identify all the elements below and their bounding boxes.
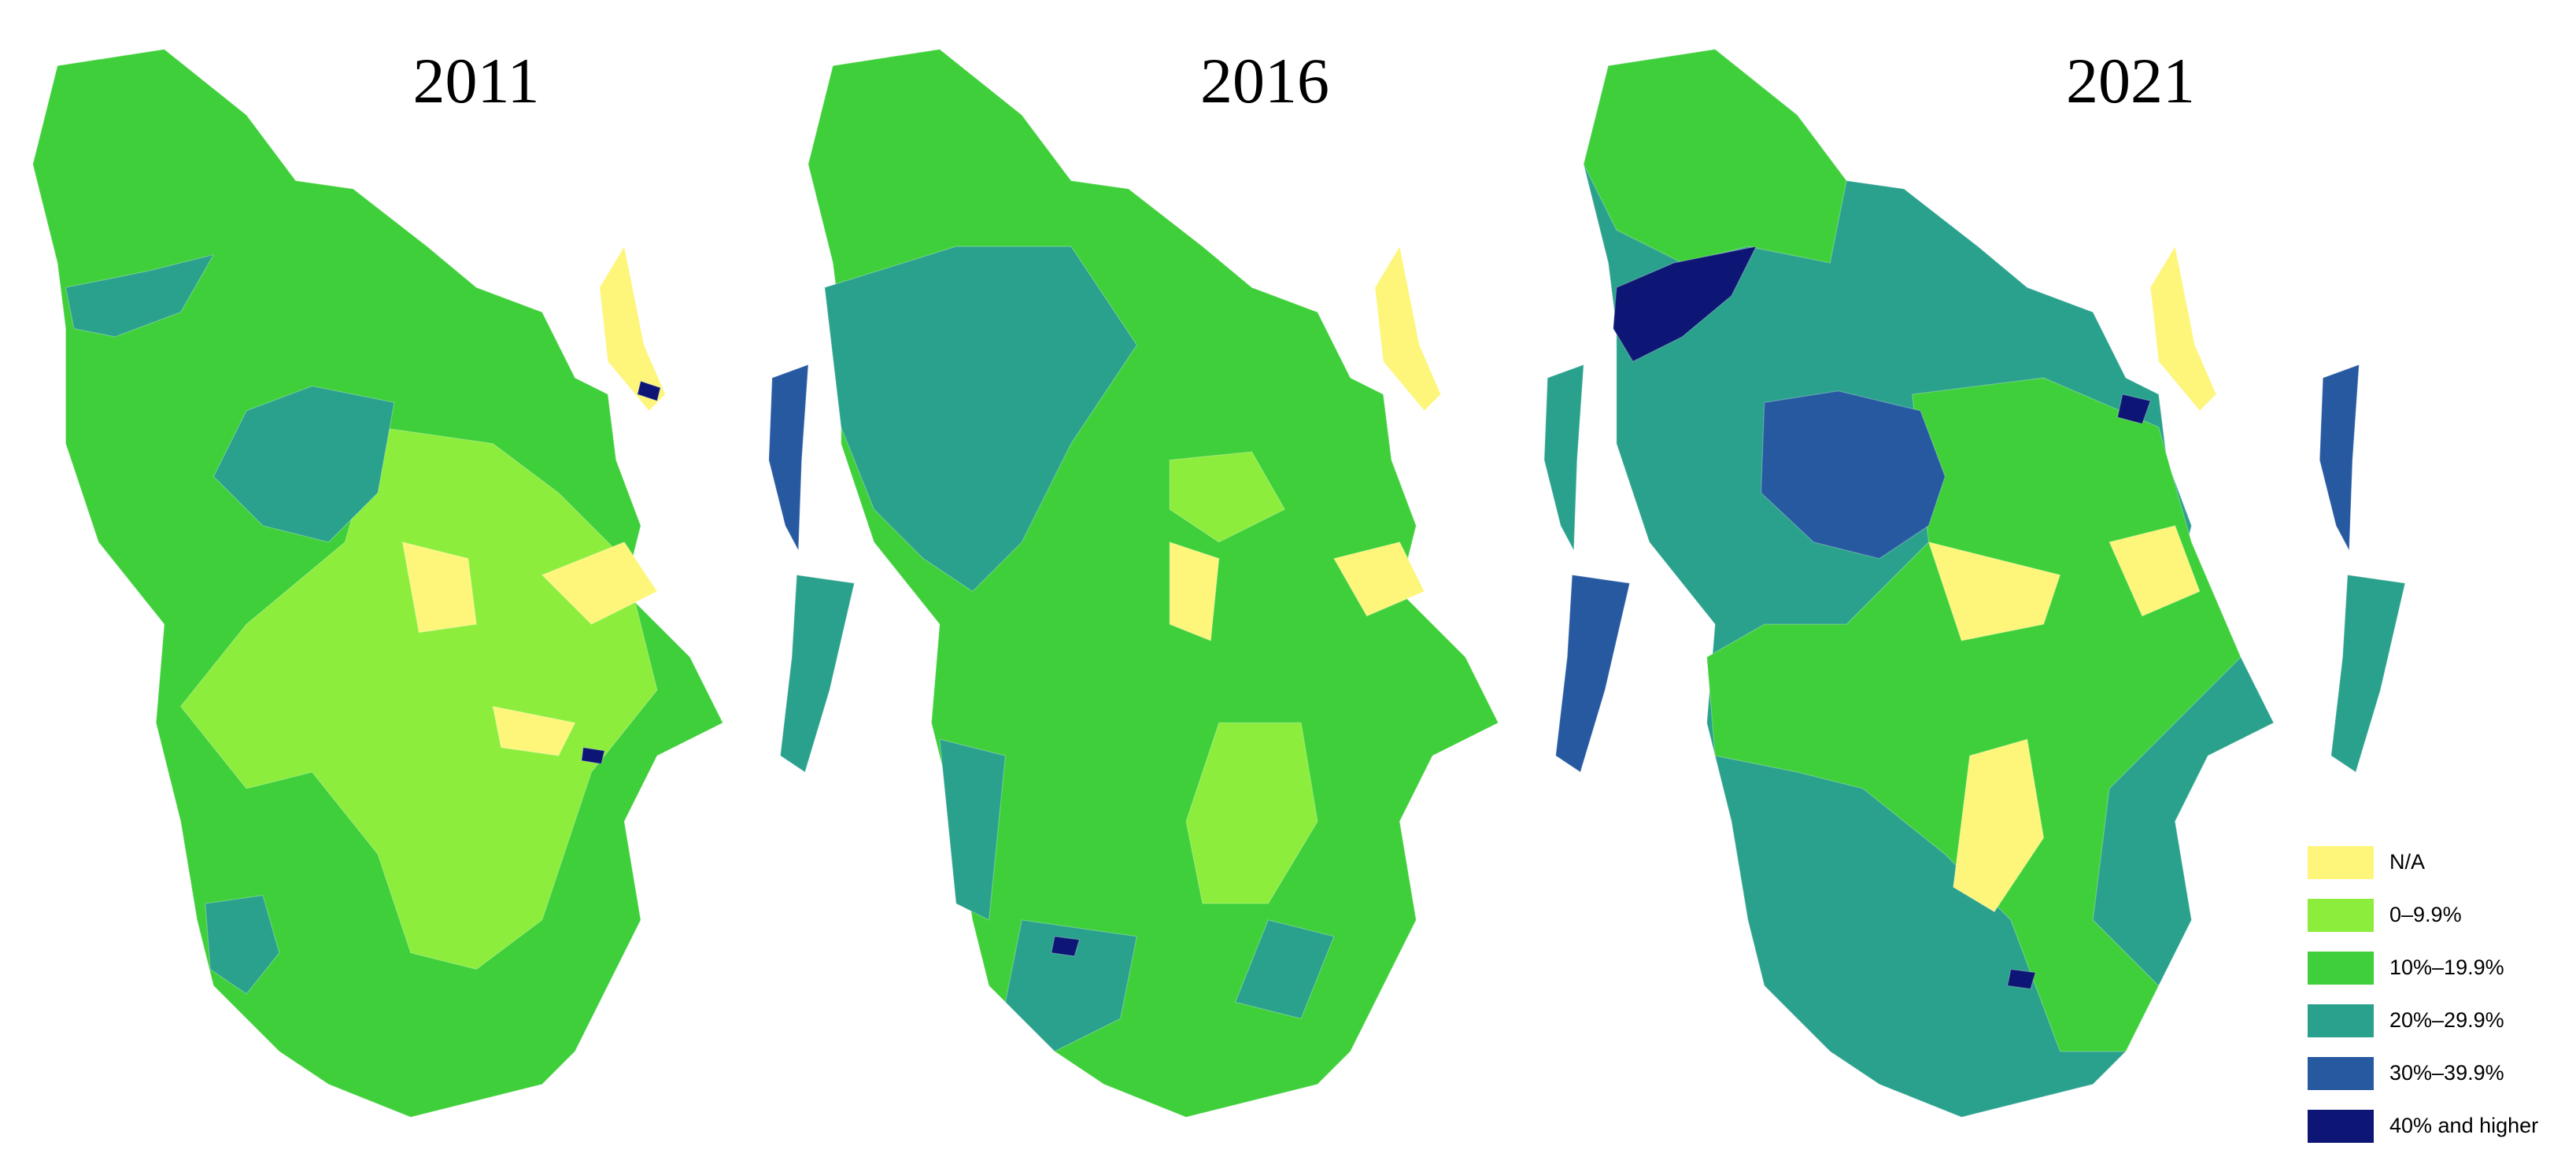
legend-label: 10%–19.9% <box>2389 955 2504 979</box>
legend-swatch <box>2308 1004 2374 1037</box>
region <box>65 253 215 338</box>
region <box>1169 541 1425 641</box>
region <box>1927 525 2201 913</box>
region <box>779 574 856 774</box>
legend-label: 0–9.9% <box>2389 903 2462 926</box>
region <box>824 246 1138 593</box>
legend-label: 40% and higher <box>2389 1114 2538 1137</box>
region <box>2319 364 2360 553</box>
region <box>2006 394 2152 990</box>
panel-title: 2021 <box>2066 45 2195 116</box>
region <box>939 738 1335 1052</box>
panel-title: 2011 <box>413 45 540 116</box>
legend-label: 30%–39.9% <box>2389 1061 2504 1085</box>
region <box>1169 451 1318 904</box>
legend-swatch <box>2308 1057 2374 1090</box>
region <box>1760 390 1946 560</box>
region <box>2330 574 2406 774</box>
region <box>179 427 658 970</box>
region <box>2149 245 2217 412</box>
legend-swatch <box>2308 1110 2374 1143</box>
region <box>1613 246 1757 363</box>
region <box>1543 364 1584 553</box>
map-2021 <box>1583 48 2406 1118</box>
region <box>401 541 658 756</box>
legend-label: N/A <box>2389 850 2425 874</box>
region <box>599 245 667 412</box>
maps <box>32 48 2406 1118</box>
region <box>1555 574 1631 774</box>
legend-swatch <box>2308 952 2374 985</box>
legend-label: 20%–29.9% <box>2389 1008 2504 1032</box>
map-2011 <box>32 48 856 1118</box>
legend: N/A 0–9.9% 10%–19.9% 20%–29.9% 30%–39.9% 40% … <box>2308 846 2538 1143</box>
legend-swatch <box>2308 846 2374 879</box>
region <box>1583 48 2242 1052</box>
region <box>213 385 395 543</box>
region <box>1051 936 1081 957</box>
region <box>581 380 661 765</box>
region <box>1374 245 1442 412</box>
region <box>768 364 809 553</box>
panel-title: 2016 <box>1200 45 1329 116</box>
region <box>205 894 280 995</box>
legend-swatch <box>2308 899 2374 932</box>
map-2016 <box>808 48 1631 1118</box>
